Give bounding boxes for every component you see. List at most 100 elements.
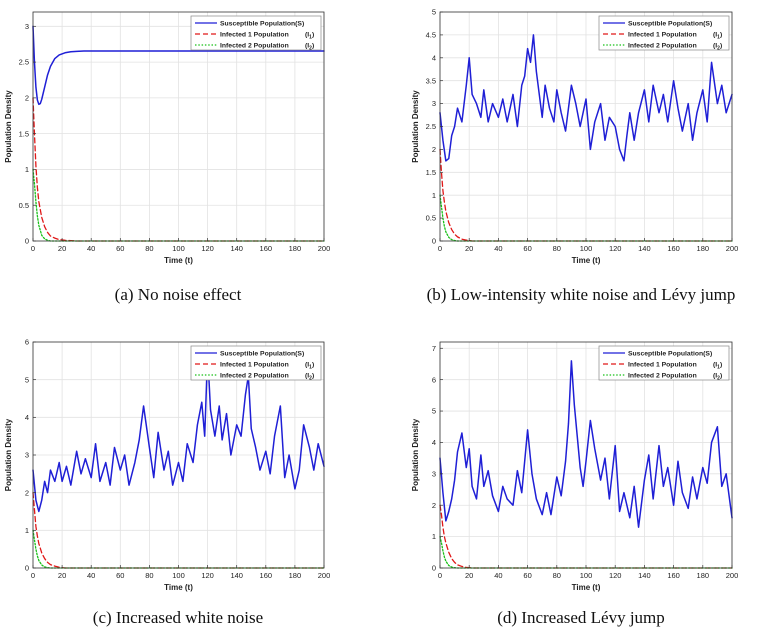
x-tick-label: 160 <box>667 244 680 253</box>
legend: Susceptible Population(S) Infected 1 Popu… <box>598 15 730 52</box>
y-tick-label: 6 <box>432 375 436 384</box>
caption-c: (c) Increased white noise <box>92 608 264 627</box>
legend-symbol-1: (I1) <box>713 32 722 41</box>
y-tick-label: 2.5 <box>426 122 436 131</box>
legend-close-paren-1: ) <box>312 362 314 369</box>
x-tick-label: 60 <box>116 244 124 253</box>
x-axis-label: Time (t) <box>572 583 601 592</box>
x-tick-label: 140 <box>230 571 243 580</box>
legend-box <box>598 15 730 51</box>
legend-symbol-1: (I1) <box>305 32 314 41</box>
legend-subscript-1: 1 <box>309 365 312 371</box>
x-tick-label: 120 <box>201 244 214 253</box>
legend-label-1: Infected 1 Population <box>628 362 697 369</box>
x-tick-label: 160 <box>667 571 680 580</box>
legend-close-paren-1: ) <box>720 362 722 369</box>
y-tick-label: 1 <box>432 532 436 541</box>
x-tick-label: 60 <box>523 571 531 580</box>
x-tick-label: 60 <box>116 571 124 580</box>
y-tick-label: 1 <box>25 526 29 535</box>
y-tick-label: 4 <box>432 438 436 447</box>
x-tick-label: 80 <box>145 571 153 580</box>
legend: Susceptible Population(S) Infected 1 Popu… <box>598 345 730 382</box>
series-line-susceptible <box>439 360 733 528</box>
x-tick-label: 40 <box>87 571 95 580</box>
caption-a: (a) No noise effect <box>114 285 242 304</box>
y-tick-label: 1.5 <box>426 168 436 177</box>
chart-panel-0: 0 20 40 60 80 100 120 140 160 180 200 0 0.5 1 1.5 2 2.5 3… <box>4 11 330 265</box>
x-tick-label: 120 <box>609 571 622 580</box>
x-tick-label: 40 <box>87 244 95 253</box>
x-tick-label: 0 <box>31 244 35 253</box>
x-tick-label: 0 <box>31 571 35 580</box>
y-tick-label: 0 <box>432 237 436 246</box>
legend-label-2: Infected 2 Population <box>628 373 697 380</box>
x-axis-label: Time (t) <box>164 583 193 592</box>
legend-subscript-1: 1 <box>309 35 312 41</box>
y-tick-label: 2 <box>25 488 29 497</box>
x-tick-label: 60 <box>523 244 531 253</box>
y-tick-label: 2.5 <box>19 58 29 67</box>
x-tick-label: 20 <box>58 571 66 580</box>
series-line-susceptible <box>32 352 325 513</box>
y-tick-label: 5 <box>25 375 29 384</box>
y-tick-label: 0.5 <box>426 214 436 223</box>
x-tick-label: 180 <box>697 244 710 253</box>
y-tick-label: 3 <box>432 99 436 108</box>
x-tick-label: 100 <box>580 244 593 253</box>
x-tick-label: 140 <box>638 244 651 253</box>
x-tick-label: 20 <box>465 571 473 580</box>
x-tick-label: 100 <box>580 571 593 580</box>
legend-label-0: Susceptible Population(S) <box>628 351 712 358</box>
legend-label-2: Infected 2 Population <box>220 373 289 380</box>
x-tick-label: 80 <box>145 244 153 253</box>
x-tick-label: 180 <box>289 244 302 253</box>
legend-label-0: Susceptible Population(S) <box>220 21 304 28</box>
legend-box <box>190 15 322 51</box>
x-tick-label: 0 <box>438 244 442 253</box>
y-tick-label: 0.5 <box>19 201 29 210</box>
y-tick-label: 2 <box>432 501 436 510</box>
x-tick-label: 140 <box>230 244 243 253</box>
x-tick-label: 80 <box>553 571 561 580</box>
y-tick-label: 1.5 <box>19 129 29 138</box>
x-tick-label: 120 <box>201 571 214 580</box>
legend-subscript-2: 2 <box>309 376 312 382</box>
y-tick-label: 1 <box>25 165 29 174</box>
y-tick-label: 3 <box>25 22 29 31</box>
legend-label-0: Susceptible Population(S) <box>628 21 712 28</box>
y-tick-label: 3 <box>25 451 29 460</box>
legend-symbol-2: (I2) <box>713 373 722 382</box>
legend-symbol-2: (I2) <box>305 373 314 382</box>
y-axis-label: Population Density <box>4 90 13 163</box>
legend-subscript-2: 2 <box>309 46 312 52</box>
y-tick-label: 3.5 <box>426 76 436 85</box>
legend-symbol-1: (I1) <box>713 362 722 371</box>
legend-subscript-1: 1 <box>717 365 720 371</box>
x-tick-label: 40 <box>494 244 502 253</box>
x-tick-label: 180 <box>289 571 302 580</box>
x-tick-label: 20 <box>58 244 66 253</box>
caption-b: (b) Low-intensity white noise and Lévy j… <box>426 285 736 304</box>
x-tick-label: 160 <box>260 244 273 253</box>
x-axis-label: Time (t) <box>164 256 193 265</box>
legend-label-0: Susceptible Population(S) <box>220 351 304 358</box>
legend-close-paren-2: ) <box>720 43 722 50</box>
legend-label-2: Infected 2 Population <box>220 43 289 50</box>
legend-close-paren-1: ) <box>720 32 722 39</box>
y-axis-label: Population Density <box>411 90 420 163</box>
y-tick-label: 4 <box>432 53 436 62</box>
y-tick-label: 6 <box>25 338 29 347</box>
y-tick-label: 2 <box>432 145 436 154</box>
legend-label-1: Infected 1 Population <box>628 32 697 39</box>
legend-symbol-2: (I2) <box>713 43 722 52</box>
x-tick-label: 160 <box>260 571 273 580</box>
x-tick-label: 20 <box>465 244 473 253</box>
chart-panel-2: 0 20 40 60 80 100 120 140 160 180 200 0 1 2 3 4 5 6 Time (… <box>4 338 330 592</box>
x-tick-label: 200 <box>726 571 739 580</box>
y-tick-label: 5 <box>432 407 436 416</box>
x-tick-label: 120 <box>609 244 622 253</box>
y-tick-label: 4 <box>25 413 29 422</box>
legend-close-paren-1: ) <box>312 32 314 39</box>
x-tick-label: 180 <box>697 571 710 580</box>
